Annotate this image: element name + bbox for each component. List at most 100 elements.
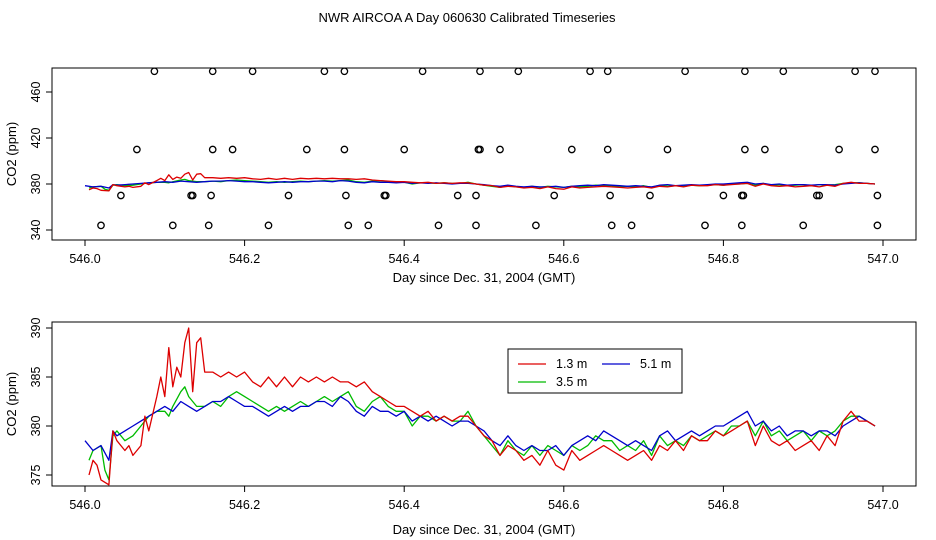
panel-1-ytick-label: 420 — [29, 128, 43, 149]
panel-1-calibration-point-lower — [207, 191, 215, 200]
panel-1-xtick-label: 547.0 — [867, 252, 898, 266]
panel-1-calibration-point-low — [873, 221, 882, 230]
panel-1-xtick-label: 546.4 — [389, 252, 420, 266]
panel-2-xtick-label: 546.6 — [548, 498, 579, 512]
panel-1-calibration-point-high — [340, 67, 349, 76]
panel-1-calibration-point-low — [168, 221, 177, 230]
legend-box — [507, 348, 683, 394]
panel-1-y-axis: 340 380 420 460 — [29, 82, 52, 241]
panel-1-frame — [51, 67, 917, 241]
panel-1-calibration-point-upper — [871, 145, 879, 154]
panel-1-xtick-label: 546.6 — [548, 252, 579, 266]
panel-2-frame — [51, 321, 917, 487]
panel-1-calibration-point-lower — [381, 191, 390, 200]
panel-2-xtick-label: 546.2 — [229, 498, 260, 512]
panel-1-calibration-point-upper — [476, 145, 484, 154]
panel-1-calibration-point-low — [627, 221, 636, 230]
panel-1-calibration-point-lower — [188, 191, 197, 200]
panel-2-x-axis: 546.0 546.2 546.4 546.6 546.8 547.0 — [69, 486, 899, 512]
panel-1-xtick-label: 546.8 — [708, 252, 739, 266]
panel-1-calibration-point-lower — [606, 191, 614, 200]
panel-2-xtick-label: 546.8 — [708, 498, 739, 512]
panel-1-calibration-point-upper — [208, 145, 217, 154]
legend: 1.3 m 5.1 m 3.5 m — [507, 348, 683, 394]
panel-1-calibration-point-high — [476, 67, 484, 76]
panel-1-calibration-point-high — [779, 67, 788, 76]
panel-1-calibration-point-high — [320, 67, 329, 76]
panel-1-calibration-point-lower — [453, 191, 462, 200]
panel-1-series — [84, 171, 876, 192]
panel-1-calibration-point-upper — [761, 145, 769, 154]
panel-1-x-axis: 546.0 546.2 546.4 546.6 546.8 547.0 — [69, 240, 899, 266]
panel-1-series-1-3-m — [88, 171, 876, 192]
panel-1-calibration-point-lower — [812, 191, 821, 200]
panel-1-calibration-point-low — [701, 221, 709, 230]
panel-1-ylabel: CO2 (ppm) — [4, 122, 19, 186]
panel-1-calibration-point-lower — [719, 191, 728, 200]
panel-1-calibration-point-lower — [284, 191, 293, 200]
panel-2-ytick-label: 375 — [29, 465, 43, 486]
panel-2: 546.0 546.2 546.4 546.6 546.8 547.0 375 380 385… — [4, 318, 917, 537]
panel-1-xlabel: Day since Dec. 31, 2004 (GMT) — [393, 270, 576, 285]
panel-1-calibration-point-upper — [835, 145, 843, 154]
panel-2-xtick-label: 546.4 — [389, 498, 420, 512]
panel-1-calibration-point-lower — [739, 191, 748, 200]
panel-2-xtick-label: 546.0 — [69, 498, 100, 512]
panel-1-calibration-point-lower — [472, 191, 480, 200]
panel-2-ytick-label: 385 — [29, 367, 43, 388]
panel-1-calibration-point-upper — [340, 145, 349, 154]
panel-1-ytick-label: 340 — [29, 220, 43, 241]
panel-1-ytick-label: 460 — [29, 82, 43, 103]
panel-1-calibration-point-upper — [133, 145, 141, 154]
panel-1-xtick-label: 546.2 — [229, 252, 260, 266]
panel-1: 546.0 546.2 546.4 546.6 546.8 547.0 340 380 420… — [4, 67, 917, 285]
panel-2-xlabel: Day since Dec. 31, 2004 (GMT) — [393, 522, 576, 537]
panel-1-calibration-point-low — [532, 221, 540, 230]
panel-1-ytick-label: 380 — [29, 174, 43, 195]
panel-1-calibration-point-low — [364, 221, 373, 230]
panel-1-calibration-point-low — [799, 221, 808, 230]
panel-1-calibration-point-high — [681, 67, 689, 76]
panel-1-calibration-point-lower — [873, 191, 882, 200]
panel-1-calibration-point-low — [264, 221, 273, 230]
panel-1-calibration-point-upper — [741, 145, 749, 154]
panel-1-calibration-point-upper — [663, 145, 672, 154]
panel-1-xtick-label: 546.0 — [69, 252, 100, 266]
legend-label-5-1m: 5.1 m — [640, 357, 671, 371]
panel-1-calibration-point-high — [851, 67, 859, 76]
panel-2-y-axis: 375 380 385 390 — [29, 318, 52, 486]
panel-1-calibration-point-high — [418, 67, 427, 76]
panel-1-calibration-point-high — [150, 67, 159, 76]
panel-1-calibration-point-high — [603, 67, 612, 76]
panel-1-calibration-point-high — [248, 67, 257, 76]
panel-1-calibration-point-upper — [567, 145, 576, 154]
panel-1-calibration-point-high — [871, 67, 879, 76]
panel-1-calibration-point-high — [741, 67, 749, 76]
panel-1-calibration-point-low — [434, 221, 443, 230]
panel-1-calibration-point-upper — [400, 145, 409, 154]
panel-1-calibration-point-upper — [603, 145, 612, 154]
panel-1-calibration-point-upper — [496, 145, 504, 154]
legend-label-1-3m: 1.3 m — [556, 357, 587, 371]
panel-2-series-1-3-m — [88, 327, 876, 486]
panel-1-calibration-point-low — [472, 221, 480, 230]
panel-1-calibration-points — [97, 67, 882, 230]
panel-2-ytick-label: 380 — [29, 416, 43, 437]
panel-1-calibration-point-low — [204, 221, 213, 230]
legend-label-3-5m: 3.5 m — [556, 375, 587, 389]
panel-1-calibration-point-low — [607, 221, 616, 230]
panel-1-calibration-point-low — [344, 221, 353, 230]
panel-1-calibration-point-high — [586, 67, 594, 76]
panel-2-xtick-label: 547.0 — [867, 498, 898, 512]
panel-2-ylabel: CO2 (ppm) — [4, 372, 19, 436]
panel-1-calibration-point-lower — [815, 191, 824, 200]
panel-1-calibration-point-upper — [302, 145, 311, 154]
panel-1-calibration-point-lower — [646, 191, 654, 200]
figure-title: NWR AIRCOA A Day 060630 Calibrated Times… — [319, 10, 616, 25]
panel-1-calibration-point-lower — [342, 191, 350, 200]
panel-1-calibration-point-lower — [117, 191, 125, 200]
panel-2-series — [84, 327, 876, 486]
panel-1-calibration-point-lower — [550, 191, 559, 200]
panel-2-ytick-label: 390 — [29, 318, 43, 339]
